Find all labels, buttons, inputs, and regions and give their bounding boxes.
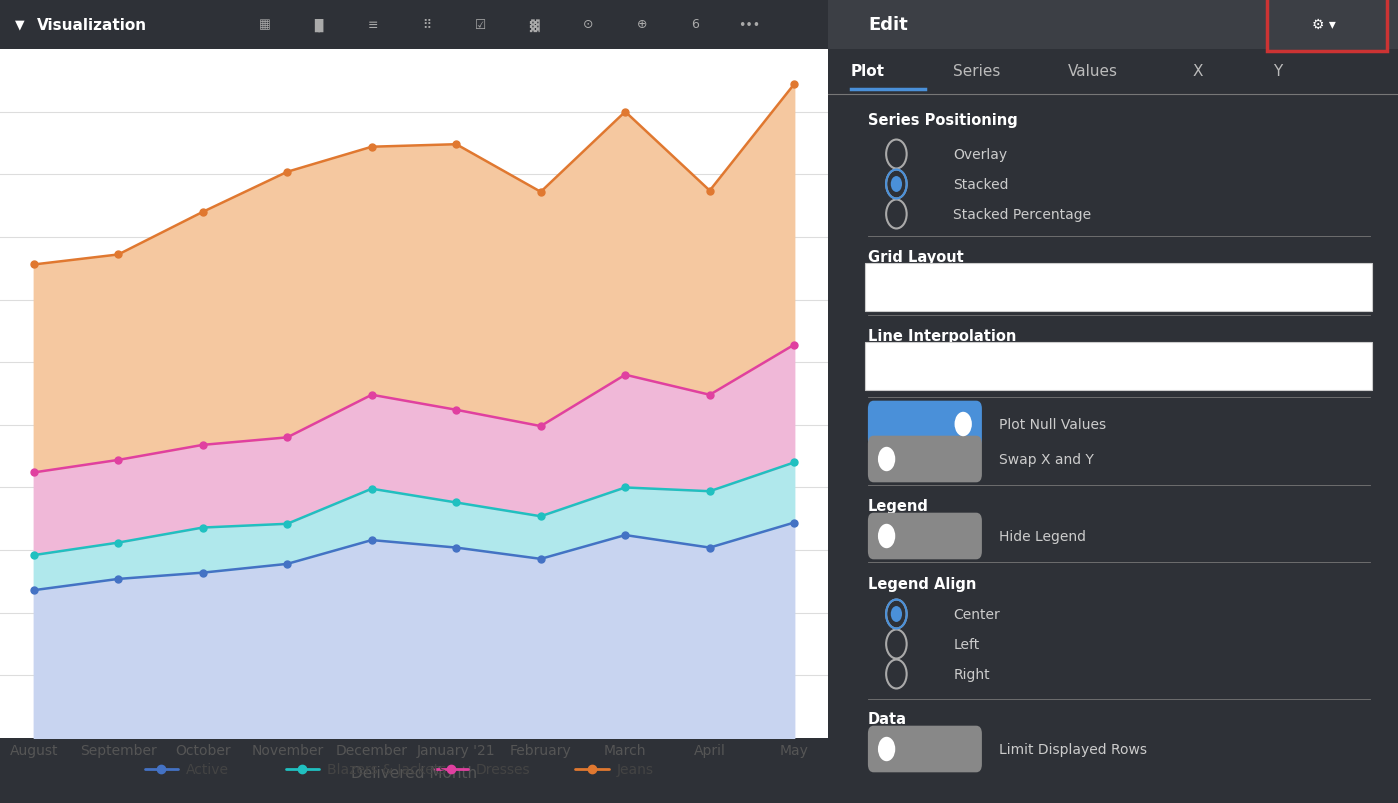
Circle shape xyxy=(878,524,895,548)
Text: Active: Active xyxy=(186,762,229,777)
FancyBboxPatch shape xyxy=(868,726,981,772)
Text: Blazers & Jackets: Blazers & Jackets xyxy=(327,762,446,777)
Text: Overlay: Overlay xyxy=(953,148,1008,161)
Text: Plot Null Values: Plot Null Values xyxy=(1000,418,1106,431)
Text: None: None xyxy=(896,281,932,295)
Text: 6: 6 xyxy=(692,18,699,31)
Text: Grid Layout: Grid Layout xyxy=(868,251,963,265)
Text: Limit Displayed Rows: Limit Displayed Rows xyxy=(1000,742,1146,756)
Text: Dresses: Dresses xyxy=(477,762,531,777)
Text: Legend Align: Legend Align xyxy=(868,577,976,592)
Text: Line Interpolation: Line Interpolation xyxy=(868,329,1016,344)
FancyBboxPatch shape xyxy=(868,402,981,448)
Text: Series: Series xyxy=(953,64,1001,79)
Text: X: X xyxy=(1192,64,1204,79)
FancyBboxPatch shape xyxy=(865,263,1373,312)
Text: Center: Center xyxy=(953,607,1000,622)
FancyBboxPatch shape xyxy=(865,343,1373,390)
Text: Y: Y xyxy=(1272,64,1282,79)
Text: Visualization: Visualization xyxy=(38,18,147,32)
Text: Left: Left xyxy=(953,638,980,651)
Text: ≡: ≡ xyxy=(368,18,377,31)
Text: ▦: ▦ xyxy=(259,18,271,31)
Text: ☑: ☑ xyxy=(474,18,487,31)
Text: ▼: ▼ xyxy=(15,18,25,31)
Text: Stacked Percentage: Stacked Percentage xyxy=(953,208,1092,222)
Circle shape xyxy=(955,412,972,437)
Text: •••: ••• xyxy=(738,18,761,31)
Text: ⬧: ⬧ xyxy=(1345,281,1352,294)
Text: ⚙ ▾: ⚙ ▾ xyxy=(1311,18,1336,32)
Text: ⬧: ⬧ xyxy=(1345,360,1352,373)
Text: ▓: ▓ xyxy=(530,18,538,31)
X-axis label: Delivered Month: Delivered Month xyxy=(351,765,477,781)
Circle shape xyxy=(891,177,902,193)
Circle shape xyxy=(878,447,895,471)
Text: Legend: Legend xyxy=(868,499,928,514)
Text: Values: Values xyxy=(1068,64,1117,79)
Text: ▐▌: ▐▌ xyxy=(309,18,329,31)
Text: Series Positioning: Series Positioning xyxy=(868,112,1018,128)
Text: Jeans: Jeans xyxy=(617,762,654,777)
FancyBboxPatch shape xyxy=(868,513,981,560)
Text: ⊕: ⊕ xyxy=(636,18,647,31)
Text: Hide Legend: Hide Legend xyxy=(1000,529,1086,544)
Text: Right: Right xyxy=(953,667,990,681)
Text: Stacked: Stacked xyxy=(953,177,1009,192)
Text: ⠿: ⠿ xyxy=(422,18,431,31)
Text: ⊙: ⊙ xyxy=(583,18,593,31)
Text: Linear: Linear xyxy=(896,360,939,373)
Text: Plot: Plot xyxy=(851,64,885,79)
Text: Swap X and Y: Swap X and Y xyxy=(1000,452,1093,467)
FancyBboxPatch shape xyxy=(828,0,1398,50)
FancyBboxPatch shape xyxy=(868,436,981,483)
Circle shape xyxy=(891,606,902,622)
FancyBboxPatch shape xyxy=(1267,0,1387,52)
Circle shape xyxy=(878,737,895,761)
Text: Edit: Edit xyxy=(868,16,907,34)
Text: Data: Data xyxy=(868,711,907,727)
